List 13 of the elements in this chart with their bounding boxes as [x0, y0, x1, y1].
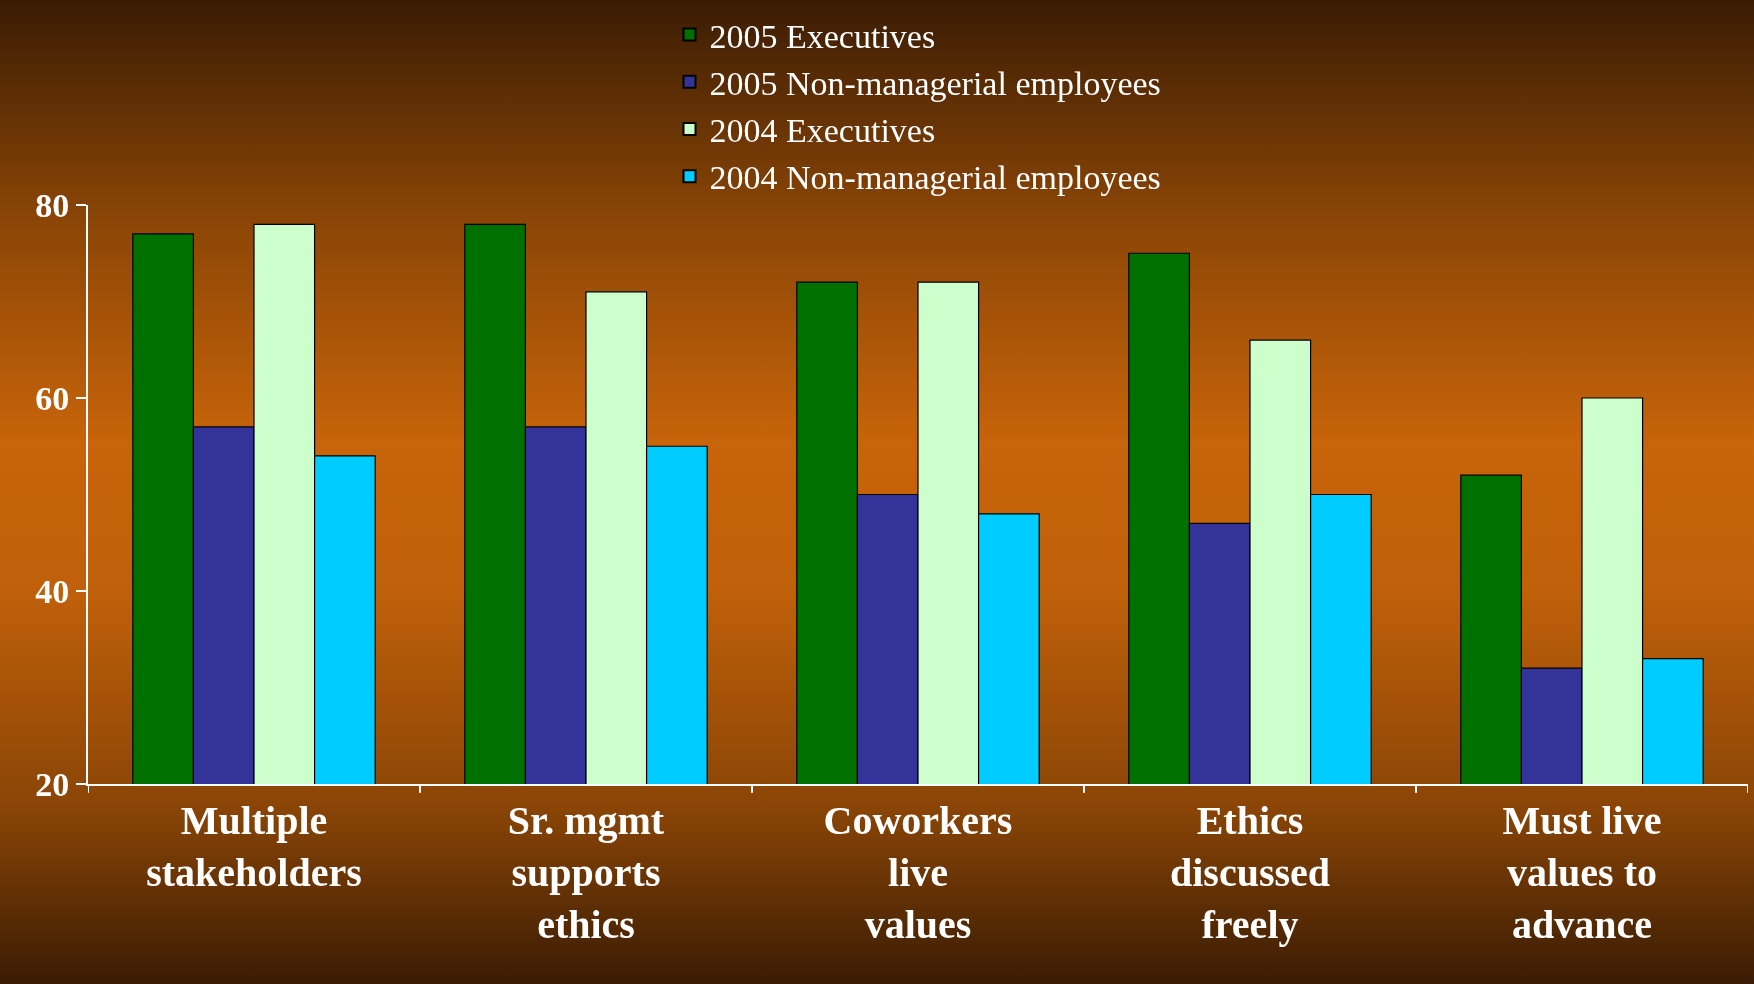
- y-tick-label: 80: [35, 186, 70, 224]
- x-tick-label: Must live values to advance: [1502, 798, 1662, 947]
- y-tick-label: 20: [35, 765, 70, 803]
- y-tick-label: 60: [35, 379, 70, 417]
- x-tick-label: Ethics discussed freely: [1169, 798, 1331, 947]
- legend-label: 2005 Non-managerial employees: [709, 65, 1161, 103]
- x-tick-label: Coworkers live values: [823, 798, 1013, 947]
- legend-label: 2005 Executives: [709, 17, 936, 55]
- legend-label: 2004 Executives: [709, 112, 936, 150]
- x-tick-label: Multiple stakeholders: [146, 798, 362, 895]
- x-tick-label: Sr. mgmt supports ethics: [507, 798, 665, 947]
- legend-label: 2004 Non-managerial employees: [709, 159, 1161, 197]
- y-tick-label: 40: [35, 572, 70, 610]
